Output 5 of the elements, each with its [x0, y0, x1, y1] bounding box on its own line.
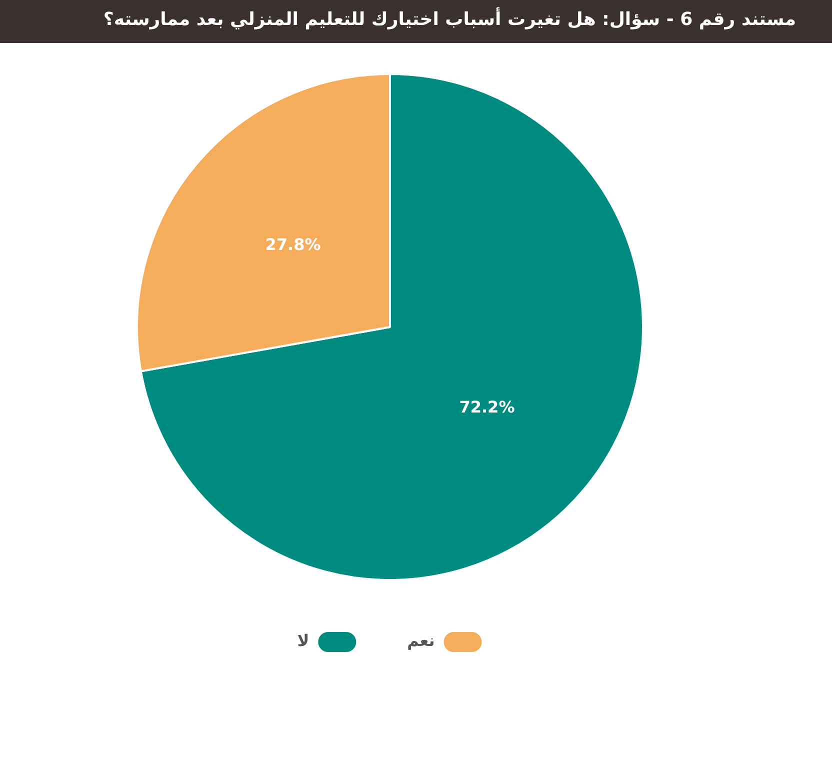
legend-label: لا — [297, 631, 310, 650]
legend-label: نعم — [407, 631, 435, 650]
chart-title: مستند رقم 6 - سؤال: هل تغيرت أسباب اختيارك للتعليم المنزلي بعد ممارسته؟ — [0, 0, 832, 43]
data-label: 72.2% — [459, 397, 515, 416]
data-label: 27.8% — [265, 234, 321, 254]
